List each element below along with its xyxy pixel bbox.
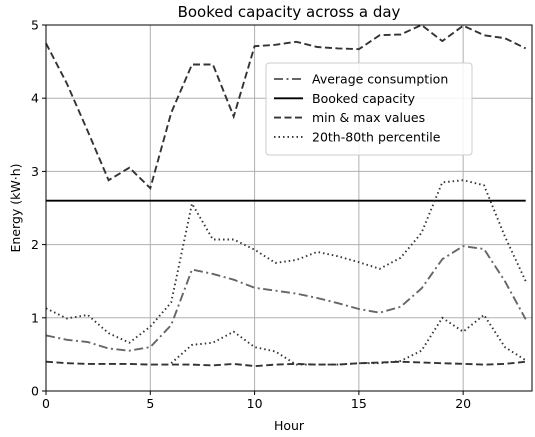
y-tick-label: 5	[31, 18, 39, 33]
x-tick-label: 5	[146, 396, 154, 411]
series-line-4	[45, 179, 527, 344]
legend: Average consumption Booked capacity min & …	[265, 62, 473, 156]
series-line-3	[45, 360, 526, 368]
y-tick-label: 0	[31, 384, 39, 399]
y-axis-label: Energy (kW·h)	[8, 164, 23, 253]
series-line-0	[45, 245, 527, 352]
series-line-2	[45, 23, 527, 191]
y-tick-label: 3	[31, 164, 39, 179]
x-tick-label: 15	[351, 396, 367, 411]
x-tick-label: 10	[247, 396, 263, 411]
legend-label: Booked capacity	[312, 91, 416, 106]
y-tick-label: 1	[31, 310, 39, 325]
legend-label: min & max values	[312, 110, 425, 125]
legend-label: Average consumption	[312, 72, 448, 87]
axis-ticks: 0 5 10 15 20 0 1 2 3 4 5	[31, 18, 471, 412]
plot-frame	[45, 24, 533, 392]
y-tick-label: 2	[31, 237, 39, 252]
x-axis-label: Hour	[274, 418, 305, 433]
series-line-5	[170, 313, 527, 366]
y-tick-label: 4	[31, 91, 39, 106]
legend-box	[265, 62, 473, 156]
plot-lines	[45, 23, 527, 368]
chart-title: Booked capacity across a day	[178, 3, 401, 21]
x-tick-label: 20	[455, 396, 471, 411]
x-tick-label: 0	[42, 396, 50, 411]
legend-label: 20th-80th percentile	[312, 129, 441, 144]
